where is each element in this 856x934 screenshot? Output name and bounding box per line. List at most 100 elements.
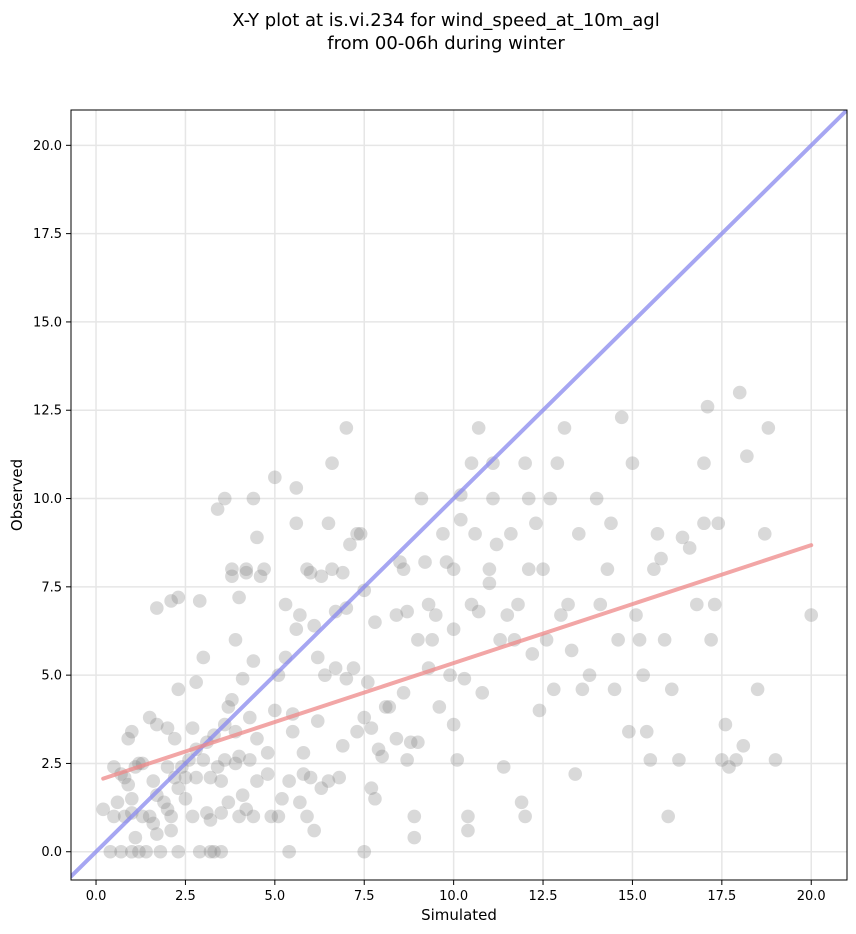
data-point <box>121 731 136 746</box>
data-point <box>518 456 532 471</box>
data-point <box>307 823 321 838</box>
reference-lines <box>71 110 847 879</box>
data-point <box>150 827 164 841</box>
data-point <box>400 753 414 767</box>
data-point <box>346 661 361 675</box>
data-point <box>171 590 186 605</box>
data-point <box>310 714 325 728</box>
x-tick-label: 20.0 <box>797 889 826 904</box>
data-point <box>550 456 565 471</box>
data-point <box>457 671 472 686</box>
fit-line <box>101 543 814 781</box>
data-point <box>325 562 339 576</box>
data-point <box>389 731 404 746</box>
data-point <box>428 608 443 622</box>
data-point <box>300 562 314 576</box>
data-point <box>657 633 672 647</box>
data-point <box>296 767 311 781</box>
data-point <box>210 760 225 774</box>
data-point <box>228 633 243 647</box>
data-point <box>639 724 654 739</box>
data-point <box>403 735 418 750</box>
data-point <box>464 456 479 471</box>
data-point <box>282 774 296 788</box>
data-point <box>243 753 257 767</box>
data-point <box>314 569 329 584</box>
data-point <box>536 562 550 576</box>
data-point <box>446 622 461 637</box>
data-point <box>368 791 382 806</box>
y-tick-label: 0.0 <box>41 845 62 860</box>
data-point <box>103 844 118 859</box>
x-tick-label: 2.5 <box>175 889 196 904</box>
data-point <box>203 770 218 785</box>
data-point <box>232 809 246 824</box>
data-point <box>318 668 332 682</box>
data-point <box>128 830 143 845</box>
data-point <box>196 753 211 767</box>
data-point <box>461 823 475 838</box>
x-tick-label: 5.0 <box>264 889 285 904</box>
data-point <box>489 537 504 552</box>
data-point <box>282 844 296 859</box>
data-point <box>135 809 150 824</box>
data-point <box>146 774 161 788</box>
data-point <box>232 590 246 605</box>
x-axis-label: Simulated <box>421 906 497 924</box>
data-point <box>525 647 540 661</box>
data-point <box>632 633 647 647</box>
data-point <box>221 795 236 810</box>
y-tick-label: 12.5 <box>33 404 62 419</box>
data-point <box>325 456 339 471</box>
data-point <box>761 421 776 435</box>
data-point <box>557 421 572 435</box>
data-point <box>167 731 182 746</box>
data-point <box>214 774 228 788</box>
data-point <box>486 456 500 471</box>
data-point <box>221 700 236 714</box>
y-tick-label: 17.5 <box>33 227 62 242</box>
data-point <box>607 682 622 697</box>
data-point <box>321 516 336 531</box>
data-point <box>421 597 436 612</box>
y-tick-label: 7.5 <box>41 580 62 595</box>
data-point <box>185 809 200 824</box>
data-point <box>192 844 207 859</box>
data-point <box>303 565 318 580</box>
data-point <box>353 527 368 541</box>
data-point <box>564 643 579 658</box>
data-point <box>107 809 121 824</box>
data-point <box>500 608 515 622</box>
data-point <box>239 802 254 817</box>
data-point <box>722 760 736 774</box>
data-point <box>124 806 139 820</box>
data-point <box>164 809 178 824</box>
data-point <box>729 753 743 767</box>
data-point <box>482 562 497 576</box>
data-point <box>271 668 286 682</box>
data-point <box>285 724 300 739</box>
data-point <box>768 753 783 767</box>
data-point <box>225 569 239 584</box>
x-tick-label: 12.5 <box>529 889 558 904</box>
x-axis-ticks: 0.0 2.5 5.0 7.5 10.0 12.5 15.0 17.5 20.0 <box>86 880 826 904</box>
data-point <box>164 594 178 608</box>
data-point <box>335 565 350 580</box>
data-point <box>246 809 261 824</box>
data-point <box>328 604 343 619</box>
data-point <box>493 633 507 647</box>
data-point <box>450 753 465 767</box>
data-point <box>243 710 257 725</box>
data-point <box>707 597 722 612</box>
data-point <box>464 597 479 612</box>
data-point <box>661 809 675 824</box>
y-tick-label: 2.5 <box>41 757 62 772</box>
data-point <box>378 700 393 714</box>
data-point <box>750 682 765 697</box>
data-point <box>543 491 557 506</box>
data-point <box>321 774 336 788</box>
data-point <box>171 781 186 795</box>
data-point <box>475 685 490 700</box>
data-point <box>418 555 432 569</box>
